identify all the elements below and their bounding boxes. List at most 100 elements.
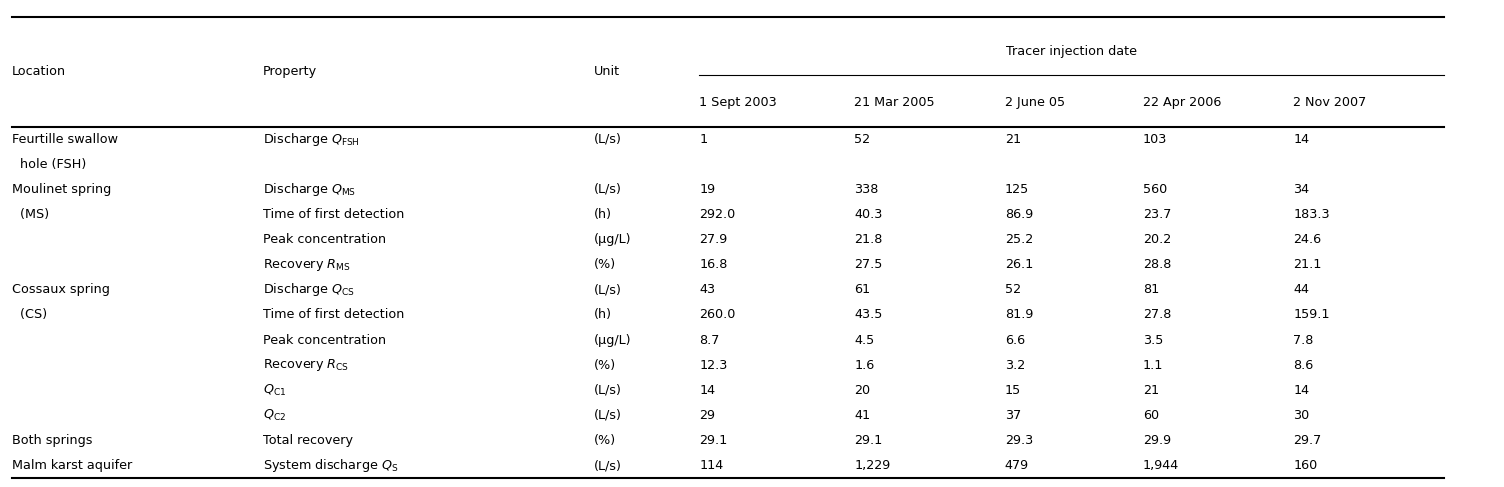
Text: 4.5: 4.5 (854, 334, 874, 347)
Text: (CS): (CS) (12, 308, 47, 321)
Text: 260.0: 260.0 (699, 308, 735, 321)
Text: Discharge $Q_{\mathrm{FSH}}$: Discharge $Q_{\mathrm{FSH}}$ (263, 131, 359, 148)
Text: 114: 114 (699, 459, 723, 472)
Text: hole (FSH): hole (FSH) (12, 158, 86, 171)
Text: Both springs: Both springs (12, 434, 93, 447)
Text: 43: 43 (699, 283, 716, 297)
Text: Discharge $Q_{\mathrm{MS}}$: Discharge $Q_{\mathrm{MS}}$ (263, 181, 356, 198)
Text: 27.5: 27.5 (854, 258, 883, 271)
Text: 81: 81 (1143, 283, 1160, 297)
Text: (MS): (MS) (12, 208, 50, 221)
Text: 15: 15 (1005, 384, 1021, 397)
Text: (L/s): (L/s) (594, 459, 623, 472)
Text: 160: 160 (1293, 459, 1318, 472)
Text: Feurtille swallow: Feurtille swallow (12, 132, 117, 146)
Text: Malm karst aquifer: Malm karst aquifer (12, 459, 132, 472)
Text: (μg/L): (μg/L) (594, 334, 632, 347)
Text: 29.1: 29.1 (699, 434, 728, 447)
Text: $Q_{\mathrm{C1}}$: $Q_{\mathrm{C1}}$ (263, 383, 286, 398)
Text: 34: 34 (1293, 183, 1310, 196)
Text: 61: 61 (854, 283, 871, 297)
Text: 479: 479 (1005, 459, 1029, 472)
Text: (L/s): (L/s) (594, 183, 623, 196)
Text: (%): (%) (594, 359, 617, 372)
Text: Unit: Unit (594, 65, 620, 78)
Text: (%): (%) (594, 434, 617, 447)
Text: 3.5: 3.5 (1143, 334, 1164, 347)
Text: 52: 52 (854, 132, 871, 146)
Text: 560: 560 (1143, 183, 1167, 196)
Text: 25.2: 25.2 (1005, 233, 1033, 246)
Text: Property: Property (263, 65, 317, 78)
Text: 27.9: 27.9 (699, 233, 728, 246)
Text: Recovery $R_{\mathrm{CS}}$: Recovery $R_{\mathrm{CS}}$ (263, 357, 349, 373)
Text: (h): (h) (594, 308, 612, 321)
Text: 29.1: 29.1 (854, 434, 883, 447)
Text: Recovery $R_{\mathrm{MS}}$: Recovery $R_{\mathrm{MS}}$ (263, 257, 350, 273)
Text: Tracer injection date: Tracer injection date (1006, 45, 1137, 57)
Text: 14: 14 (699, 384, 716, 397)
Text: 22 Apr 2006: 22 Apr 2006 (1143, 96, 1221, 109)
Text: 44: 44 (1293, 283, 1310, 297)
Text: 1: 1 (699, 132, 707, 146)
Text: 26.1: 26.1 (1005, 258, 1033, 271)
Text: Total recovery: Total recovery (263, 434, 353, 447)
Text: $Q_{\mathrm{C2}}$: $Q_{\mathrm{C2}}$ (263, 408, 286, 423)
Text: 20: 20 (854, 384, 871, 397)
Text: 8.7: 8.7 (699, 334, 720, 347)
Text: Discharge $Q_{\mathrm{CS}}$: Discharge $Q_{\mathrm{CS}}$ (263, 281, 355, 299)
Text: 7.8: 7.8 (1293, 334, 1314, 347)
Text: 12.3: 12.3 (699, 359, 728, 372)
Text: 41: 41 (854, 409, 871, 422)
Text: 3.2: 3.2 (1005, 359, 1024, 372)
Text: 14: 14 (1293, 384, 1310, 397)
Text: Peak concentration: Peak concentration (263, 334, 387, 347)
Text: (L/s): (L/s) (594, 283, 623, 297)
Text: 29.3: 29.3 (1005, 434, 1033, 447)
Text: 40.3: 40.3 (854, 208, 883, 221)
Text: 6.6: 6.6 (1005, 334, 1024, 347)
Text: 1.1: 1.1 (1143, 359, 1164, 372)
Text: 24.6: 24.6 (1293, 233, 1322, 246)
Text: 103: 103 (1143, 132, 1167, 146)
Text: 1,229: 1,229 (854, 459, 890, 472)
Text: (L/s): (L/s) (594, 132, 623, 146)
Text: 21: 21 (1143, 384, 1160, 397)
Text: 338: 338 (854, 183, 878, 196)
Text: 23.7: 23.7 (1143, 208, 1172, 221)
Text: 86.9: 86.9 (1005, 208, 1033, 221)
Text: (%): (%) (594, 258, 617, 271)
Text: System discharge $Q_{\mathrm{S}}$: System discharge $Q_{\mathrm{S}}$ (263, 457, 399, 474)
Text: 159.1: 159.1 (1293, 308, 1330, 321)
Text: 43.5: 43.5 (854, 308, 883, 321)
Text: Moulinet spring: Moulinet spring (12, 183, 111, 196)
Text: 29.9: 29.9 (1143, 434, 1172, 447)
Text: 21.1: 21.1 (1293, 258, 1322, 271)
Text: (L/s): (L/s) (594, 384, 623, 397)
Text: 20.2: 20.2 (1143, 233, 1172, 246)
Text: (μg/L): (μg/L) (594, 233, 632, 246)
Text: 1 Sept 2003: 1 Sept 2003 (699, 96, 778, 109)
Text: 125: 125 (1005, 183, 1029, 196)
Text: 14: 14 (1293, 132, 1310, 146)
Text: 292.0: 292.0 (699, 208, 735, 221)
Text: 8.6: 8.6 (1293, 359, 1313, 372)
Text: (L/s): (L/s) (594, 409, 623, 422)
Text: 52: 52 (1005, 283, 1021, 297)
Text: 81.9: 81.9 (1005, 308, 1033, 321)
Text: Time of first detection: Time of first detection (263, 308, 405, 321)
Text: 19: 19 (699, 183, 716, 196)
Text: 183.3: 183.3 (1293, 208, 1330, 221)
Text: 30: 30 (1293, 409, 1310, 422)
Text: Cossaux spring: Cossaux spring (12, 283, 110, 297)
Text: 37: 37 (1005, 409, 1021, 422)
Text: 28.8: 28.8 (1143, 258, 1172, 271)
Text: 29: 29 (699, 409, 716, 422)
Text: 21: 21 (1005, 132, 1021, 146)
Text: 27.8: 27.8 (1143, 308, 1172, 321)
Text: Peak concentration: Peak concentration (263, 233, 387, 246)
Text: 21.8: 21.8 (854, 233, 883, 246)
Text: 1.6: 1.6 (854, 359, 874, 372)
Text: 1,944: 1,944 (1143, 459, 1179, 472)
Text: (h): (h) (594, 208, 612, 221)
